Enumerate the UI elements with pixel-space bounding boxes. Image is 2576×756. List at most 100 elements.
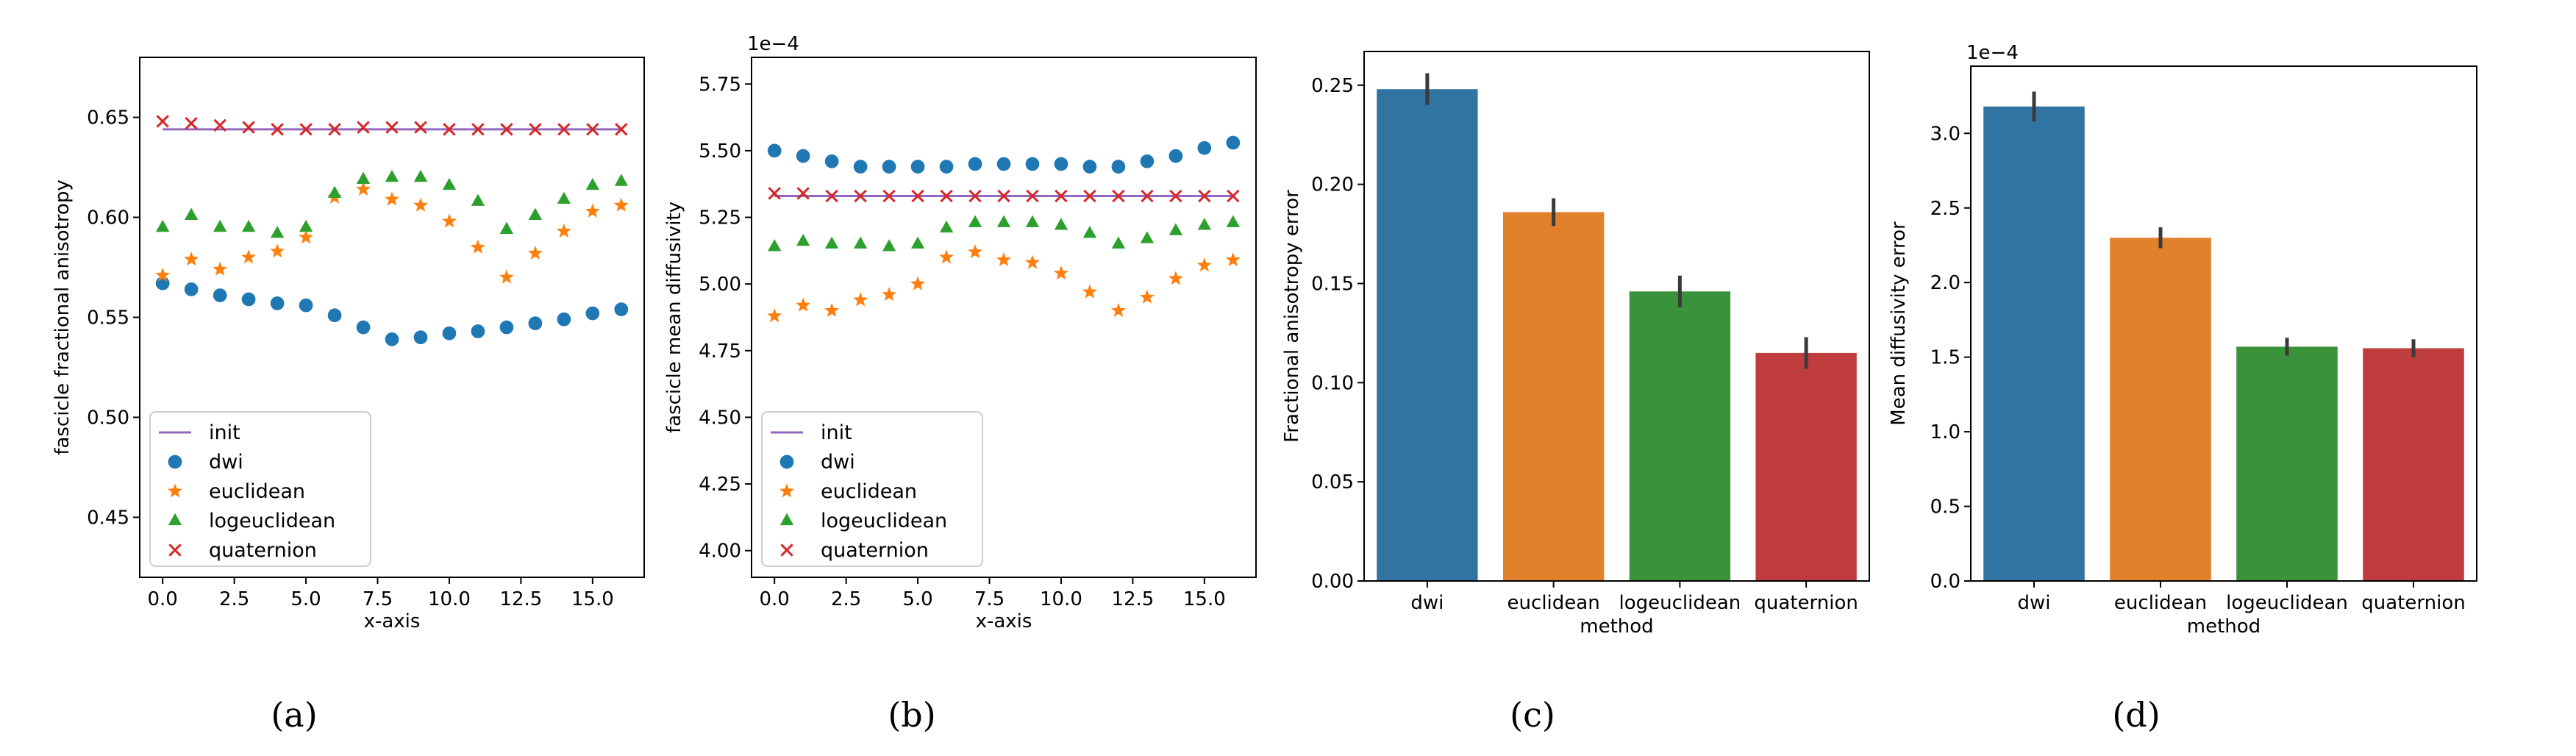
bar-euclidean <box>1502 212 1605 581</box>
point-logeuclidean <box>356 171 371 184</box>
point-quaternion <box>414 121 427 134</box>
y-axis-label: fascicle fractional anisotropy <box>51 179 74 454</box>
point-euclidean <box>585 203 600 218</box>
x-tick-label: 7.5 <box>974 588 1005 610</box>
y-axis-label: fascicle mean diffusivity <box>663 202 685 433</box>
point-quaternion <box>328 123 341 136</box>
point-quaternion <box>529 123 542 136</box>
point-euclidean <box>1139 289 1155 304</box>
point-logeuclidean <box>156 219 170 232</box>
legend-swatch-euclidean <box>779 483 794 498</box>
point-dwi <box>882 160 896 174</box>
x-tick-label: 15.0 <box>1183 588 1226 610</box>
x-axis-label: method <box>2187 616 2261 638</box>
x-tick-label: 2.5 <box>831 588 861 610</box>
chart-c: dwi euclidean logeuclidean quaternion 0.00 0.… <box>1281 51 1870 735</box>
point-quaternion <box>1169 189 1182 203</box>
point-euclidean <box>1110 302 1126 317</box>
point-logeuclidean <box>614 174 628 186</box>
axis-offset-text: 1e−4 <box>1966 42 2019 64</box>
point-quaternion <box>825 189 838 203</box>
point-euclidean <box>1025 254 1040 269</box>
point-quaternion <box>968 189 982 203</box>
legend-label-dwi: dwi <box>209 451 243 474</box>
point-dwi <box>442 326 457 340</box>
point-quaternion <box>1083 189 1096 203</box>
point-logeuclidean <box>299 219 313 232</box>
legend-swatch-quaternion <box>168 543 182 557</box>
point-dwi <box>585 306 600 321</box>
point-euclidean <box>796 297 811 312</box>
x-tick-label: quaternion <box>1754 592 1858 614</box>
point-dwi <box>939 160 954 174</box>
x-tick-label: 7.5 <box>363 588 393 610</box>
series-quaternion <box>768 187 1240 203</box>
point-logeuclidean <box>585 177 600 190</box>
y-tick-label: 0.50 <box>87 407 129 429</box>
point-quaternion <box>500 123 513 136</box>
series-euclidean <box>155 181 629 284</box>
legend-label-euclidean: euclidean <box>821 480 917 503</box>
point-dwi <box>528 316 543 331</box>
figure-caption: (a) <box>271 695 317 735</box>
axis-offset-text: 1e−4 <box>747 33 799 55</box>
x-tick-label: dwi <box>1410 592 1444 614</box>
point-quaternion <box>940 189 953 203</box>
point-quaternion <box>615 123 628 136</box>
y-tick-label: 4.50 <box>699 407 741 429</box>
point-euclidean <box>882 287 897 302</box>
point-quaternion <box>854 189 867 203</box>
x-tick-label: quaternion <box>2361 592 2465 614</box>
point-logeuclidean <box>528 207 543 220</box>
y-tick-label: 0.20 <box>1311 174 1354 196</box>
y-tick-label: 5.25 <box>699 207 741 229</box>
point-euclidean <box>556 224 571 238</box>
point-euclidean <box>299 229 314 244</box>
legend-swatch-dwi <box>168 454 182 469</box>
point-euclidean <box>213 261 228 276</box>
y-tick-label: 0.25 <box>1311 75 1354 97</box>
point-quaternion <box>1227 189 1240 203</box>
point-logeuclidean <box>910 236 925 249</box>
point-logeuclidean <box>796 233 810 246</box>
point-quaternion <box>911 189 924 203</box>
bar-logeuclidean <box>2236 346 2338 581</box>
point-quaternion <box>213 118 226 132</box>
point-quaternion <box>271 123 284 136</box>
series-logeuclidean <box>156 169 628 238</box>
point-logeuclidean <box>882 239 896 252</box>
x-tick-label: 2.5 <box>219 588 249 610</box>
point-logeuclidean <box>184 207 199 220</box>
y-tick-label: 0.00 <box>1311 571 1354 593</box>
series-dwi <box>767 135 1241 174</box>
bar-euclidean <box>2110 238 2211 581</box>
point-logeuclidean <box>968 215 982 227</box>
point-dwi <box>1140 154 1155 168</box>
legend-label-quaternion: quaternion <box>209 539 317 562</box>
point-quaternion <box>299 123 313 136</box>
point-logeuclidean <box>385 169 399 182</box>
point-dwi <box>853 160 868 174</box>
point-euclidean <box>527 245 543 260</box>
figure-caption: (b) <box>888 695 935 735</box>
y-tick-label: 0.15 <box>1311 274 1354 296</box>
point-dwi <box>413 330 428 345</box>
point-dwi <box>241 292 256 307</box>
point-quaternion <box>471 123 485 136</box>
point-logeuclidean <box>1226 215 1240 227</box>
point-dwi <box>996 157 1011 171</box>
y-tick-label: 5.75 <box>699 74 741 96</box>
point-euclidean <box>356 181 371 196</box>
point-euclidean <box>184 252 199 266</box>
y-axis-label: Mean diffusivity error <box>1888 221 1910 426</box>
point-quaternion <box>1198 189 1211 203</box>
point-dwi <box>356 320 371 335</box>
point-dwi <box>767 143 782 158</box>
point-dwi <box>910 160 925 174</box>
point-euclidean <box>968 244 982 259</box>
point-euclidean <box>853 292 868 307</box>
bar-dwi <box>1377 89 1478 581</box>
y-tick-label: 0.55 <box>87 307 129 329</box>
legend: init dwi euclidean logeuclidean quaternion <box>761 411 983 567</box>
y-tick-label: 0.5 <box>1930 496 1960 518</box>
